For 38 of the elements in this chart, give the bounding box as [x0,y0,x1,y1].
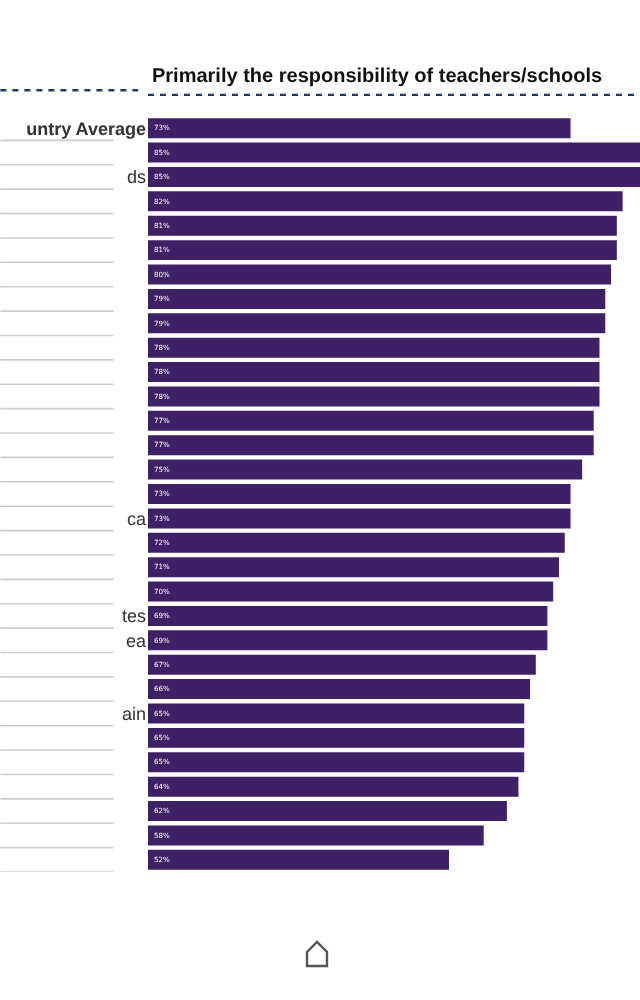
bar [148,581,554,602]
bar [148,362,600,383]
y-tick-label: untry Average [26,118,146,139]
bar [148,508,571,529]
bar [148,118,571,139]
bar [148,557,559,578]
y-tick-label: ca [126,508,146,529]
bar [148,386,600,407]
bar [148,337,600,358]
bar [148,605,548,626]
bar [148,776,519,797]
bar [148,484,571,504]
y-tick-label: ds [126,167,147,188]
bar [148,313,606,334]
bar [148,264,612,285]
bar [148,288,606,309]
bar [148,410,594,431]
y-tick-label: ain [121,703,146,724]
bar [148,142,640,163]
bar [148,825,484,846]
bar [148,240,617,261]
bar [148,703,525,724]
bar [148,679,531,700]
bar [148,166,640,187]
bar [148,654,536,675]
y-tick-label: ea [125,630,146,651]
bar [148,435,594,456]
bar [148,532,565,553]
bar [148,752,525,773]
bar [148,630,548,651]
y-tick-label: tes [121,606,147,627]
bar [148,727,525,748]
bar [148,849,449,870]
bar [148,459,583,480]
bar [148,215,617,236]
chart-title: Primarily the responsibility of teachers/schools [152,66,604,88]
bar [148,191,623,212]
bar [148,801,507,822]
